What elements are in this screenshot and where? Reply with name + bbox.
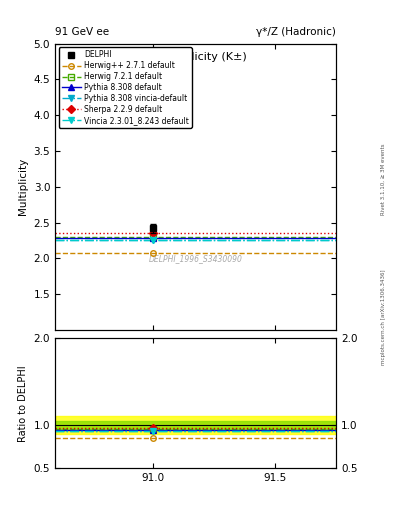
Text: Rivet 3.1.10, ≥ 3M events: Rivet 3.1.10, ≥ 3M events <box>381 143 386 215</box>
Bar <box>55 416 336 434</box>
Text: K multiplicity (K±): K multiplicity (K±) <box>145 52 246 62</box>
Y-axis label: Multiplicity: Multiplicity <box>18 158 28 216</box>
Text: mcplots.cern.ch [arXiv:1306.3436]: mcplots.cern.ch [arXiv:1306.3436] <box>381 270 386 365</box>
Text: γ*/Z (Hadronic): γ*/Z (Hadronic) <box>256 27 336 37</box>
Y-axis label: Ratio to DELPHI: Ratio to DELPHI <box>18 365 28 442</box>
Text: 91 GeV ee: 91 GeV ee <box>55 27 109 37</box>
Bar <box>55 421 336 430</box>
Text: DELPHI_1996_S3430090: DELPHI_1996_S3430090 <box>149 254 242 263</box>
Legend: DELPHI, Herwig++ 2.7.1 default, Herwig 7.2.1 default, Pythia 8.308 default, Pyth: DELPHI, Herwig++ 2.7.1 default, Herwig 7… <box>59 47 192 128</box>
